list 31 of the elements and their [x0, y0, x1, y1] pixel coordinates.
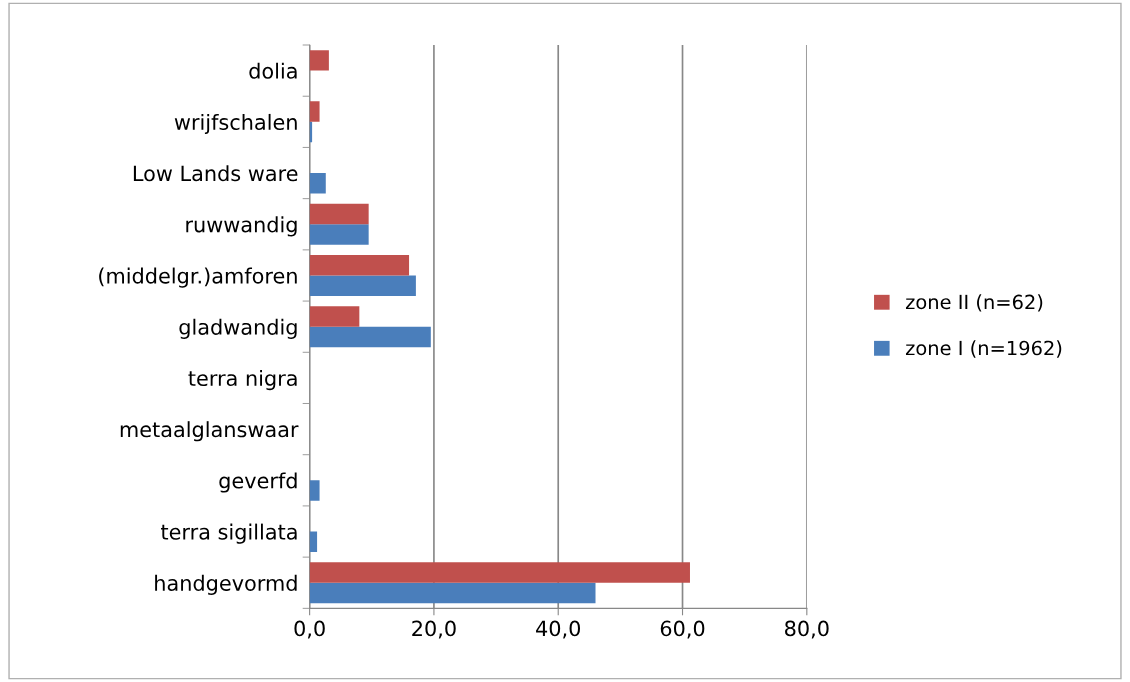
- y-tick-label: terra nigra: [188, 369, 297, 391]
- y-tick-label: geverfd: [219, 472, 297, 493]
- bar: [309, 480, 320, 501]
- legend-label: zone I (n=1962): [905, 340, 1062, 358]
- bar: [309, 531, 318, 553]
- y-tick-label: metaalglanswaar: [120, 421, 299, 442]
- x-tick-label: 80,0: [785, 620, 829, 639]
- legend-label: zone II (n=62): [905, 294, 1043, 312]
- bar: [309, 582, 596, 604]
- bar: [309, 254, 410, 276]
- y-tick-label: (middelgr.)amforen: [99, 267, 297, 288]
- bar: [309, 224, 369, 245]
- bar: [309, 326, 431, 348]
- y-tick-label: handgevormd: [155, 574, 297, 595]
- y-tick-label: ruwwandig: [186, 216, 297, 237]
- x-tick-label: 0,0: [294, 620, 325, 639]
- bar: [309, 101, 320, 122]
- bar: [309, 275, 416, 296]
- bar: [309, 203, 369, 225]
- bar: [309, 173, 326, 194]
- x-tick-label: 40,0: [536, 620, 581, 639]
- y-tick-label: wrijfschalen: [174, 113, 297, 135]
- x-tick-label: 20,0: [412, 620, 456, 639]
- bar: [309, 50, 329, 71]
- y-tick-label: dolia: [249, 62, 297, 79]
- y-tick-label: Low Lands ware: [133, 165, 298, 182]
- x-tick-label: 60,0: [660, 620, 705, 639]
- bar: [309, 306, 360, 327]
- y-tick-label: gladwandig: [179, 318, 297, 339]
- y-tick-label: terra sigillata: [161, 523, 297, 544]
- bar: [309, 562, 690, 583]
